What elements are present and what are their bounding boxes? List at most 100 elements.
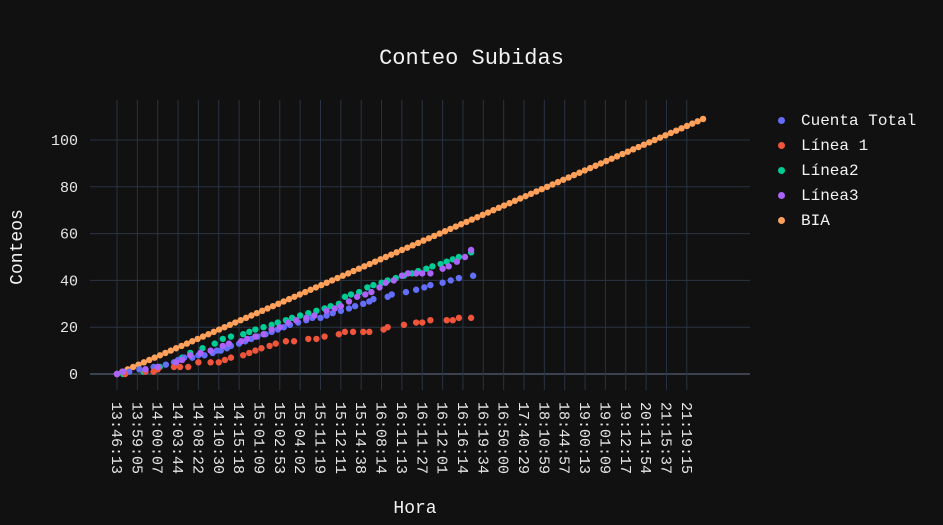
point-l-nea3 — [142, 366, 149, 373]
point-bia — [543, 183, 551, 190]
x-tick-label: 13:46:13 — [107, 402, 124, 474]
point-bia — [452, 223, 459, 230]
point-bia — [291, 293, 298, 300]
point-cuenta-total — [162, 361, 170, 368]
point-bia — [269, 302, 277, 310]
x-tick-label: 15:12:11 — [331, 402, 348, 474]
x-tick-label: 16:19:34 — [473, 402, 490, 474]
point-l-nea3 — [323, 307, 330, 315]
point-cuenta-total — [323, 312, 330, 319]
point-l-nea3 — [154, 363, 161, 371]
point-l-nea-1 — [366, 328, 373, 336]
legend-item[interactable]: Línea3 — [772, 183, 916, 208]
point-l-nea3 — [252, 333, 259, 340]
point-bia — [517, 195, 524, 202]
point-bia — [436, 230, 443, 237]
point-bia — [474, 214, 481, 221]
point-l-nea2 — [364, 284, 371, 291]
point-bia — [377, 256, 384, 263]
point-bia — [393, 249, 400, 256]
y-tick-label: 0 — [69, 367, 78, 384]
point-bia — [280, 298, 287, 305]
chart-title: Conteo Subidas — [379, 46, 564, 71]
point-l-nea3 — [337, 302, 345, 310]
point-bia — [672, 127, 680, 134]
point-l-nea3 — [303, 314, 310, 322]
point-bia — [215, 326, 223, 333]
point-bia — [581, 167, 588, 174]
point-bia — [253, 309, 260, 317]
point-l-nea3 — [244, 335, 251, 343]
point-cuenta-total — [388, 291, 395, 298]
point-bia — [296, 291, 304, 298]
point-bia — [248, 312, 255, 319]
point-l-nea-1 — [335, 331, 343, 338]
point-l-nea3 — [398, 272, 406, 279]
legend-marker — [778, 142, 785, 149]
point-l-nea-1 — [360, 328, 367, 336]
point-l-nea2 — [370, 281, 377, 289]
point-bia — [382, 253, 390, 261]
x-tick-label: 13:59:05 — [127, 402, 144, 474]
x-tick-label: 14:00:07 — [148, 402, 165, 474]
point-cuenta-total — [421, 284, 428, 291]
point-bia — [350, 267, 357, 275]
point-bia — [275, 300, 282, 307]
point-bia — [323, 279, 330, 286]
point-bia — [162, 349, 169, 357]
legend-item[interactable]: Línea2 — [772, 158, 916, 183]
point-l-nea3 — [345, 298, 353, 305]
point-bia — [683, 122, 691, 130]
point-l-nea2 — [246, 328, 253, 336]
point-bia — [264, 305, 271, 312]
legend-item[interactable]: BIA — [772, 208, 916, 233]
point-bia — [258, 307, 266, 315]
point-l-nea-1 — [272, 340, 279, 347]
point-bia — [635, 143, 642, 151]
point-l-nea3 — [197, 349, 204, 357]
x-tick-label: 15:04:02 — [290, 402, 307, 474]
point-bia — [560, 176, 567, 183]
point-bia — [570, 171, 578, 179]
x-tick-label: 16:11:27 — [412, 402, 429, 474]
point-bia — [538, 185, 545, 193]
point-bia — [662, 132, 669, 139]
point-bia — [388, 251, 395, 258]
point-l-nea3 — [368, 288, 375, 296]
point-cuenta-total — [345, 305, 353, 312]
point-l-nea3 — [461, 253, 469, 261]
legend-marker — [778, 192, 785, 199]
point-bia — [371, 258, 379, 265]
point-bia — [490, 207, 497, 214]
point-cuenta-total — [439, 279, 446, 286]
x-tick-label: 16:16:14 — [453, 402, 470, 474]
point-bia — [242, 314, 250, 322]
point-l-nea3 — [467, 246, 475, 254]
point-l-nea-1 — [341, 328, 349, 336]
point-l-nea-1 — [455, 314, 463, 322]
point-l-nea3 — [382, 279, 389, 286]
point-l-nea-1 — [290, 338, 298, 345]
point-l-nea3 — [353, 293, 361, 300]
point-l-nea-1 — [176, 363, 184, 371]
point-bia — [221, 324, 228, 331]
point-cuenta-total — [412, 286, 420, 293]
point-l-nea3 — [207, 347, 214, 354]
point-bia — [425, 235, 433, 242]
point-cuenta-total — [447, 277, 454, 284]
point-l-nea2 — [219, 335, 227, 343]
legend-label: Línea 1 — [801, 136, 869, 155]
point-l-nea-1 — [239, 352, 247, 359]
legend-item[interactable]: Cuenta Total — [772, 108, 916, 133]
point-bia — [285, 295, 293, 303]
point-bia — [232, 319, 239, 326]
point-bia — [318, 281, 325, 289]
point-l-nea-1 — [227, 354, 235, 361]
point-l-nea3 — [260, 331, 267, 338]
point-bia — [366, 260, 373, 268]
point-bia — [431, 232, 438, 240]
point-bia — [549, 181, 556, 188]
legend-label: Línea3 — [801, 186, 859, 205]
legend-item[interactable]: Línea 1 — [772, 133, 916, 158]
point-l-nea3 — [119, 368, 127, 375]
